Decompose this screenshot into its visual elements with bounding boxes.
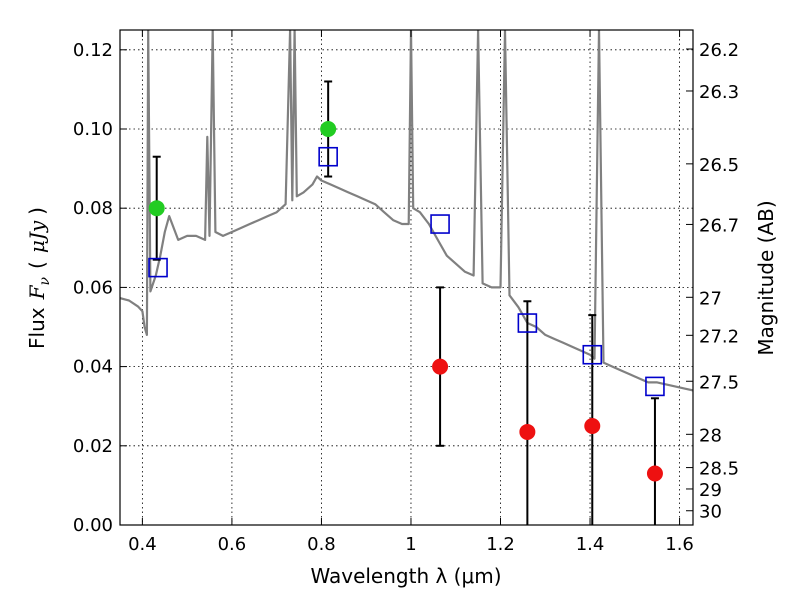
y-tick-label: 0.08 xyxy=(73,198,113,219)
model-photometry-square xyxy=(645,376,665,397)
x-tick-label: 1 xyxy=(405,534,416,555)
red-data-point xyxy=(519,423,536,440)
red-data-point xyxy=(432,358,449,375)
y-axis-label: FluxFν(μJy) xyxy=(25,207,53,349)
magnitude-tick-label: 26.5 xyxy=(699,155,739,176)
x-tick-label: 1.6 xyxy=(665,534,694,555)
magnitude-tick-label: 27 xyxy=(699,288,722,309)
model-photometry-square xyxy=(148,257,168,278)
y2-axis-label: Magnitude (AB) xyxy=(754,200,778,355)
x-tick-label: 0.6 xyxy=(218,534,247,555)
magnitude-tick-label: 27.2 xyxy=(699,326,739,347)
x-tick-label: 0.4 xyxy=(128,534,157,555)
model-photometry-square xyxy=(517,313,538,333)
model-photometry-square xyxy=(582,344,603,365)
y-tick-label: 0.02 xyxy=(73,436,113,457)
magnitude-tick-label: 27.5 xyxy=(699,372,739,393)
y-tick-label: 0.00 xyxy=(73,515,113,536)
magnitude-tick-label: 29 xyxy=(699,480,722,501)
axis-ticks: 0.4 0.6 0.8 1 1.2 1.4 1.6 0.00 0.02 0.04 0.06 0.08 0… xyxy=(73,30,739,555)
y-tick-label: 0.12 xyxy=(73,40,113,61)
green-data-point xyxy=(148,200,165,217)
y-tick-label: 0.06 xyxy=(73,277,113,298)
y-tick-label: 0.10 xyxy=(73,119,113,140)
y-tick-label: 0.04 xyxy=(73,357,113,378)
red-data-point xyxy=(584,418,601,434)
model-photometry-square xyxy=(318,146,338,167)
x-axis-label: Wavelength λ (μm) xyxy=(310,564,501,588)
plot-frame xyxy=(119,29,694,526)
magnitude-tick-label: 26.2 xyxy=(699,40,739,61)
model-photometry-square xyxy=(430,214,450,234)
green-data-point xyxy=(320,121,337,137)
x-tick-label: 1.2 xyxy=(486,534,515,555)
x-tick-label: 1.4 xyxy=(576,534,605,555)
magnitude-tick-label: 28 xyxy=(699,425,722,446)
magnitude-tick-label: 30 xyxy=(699,502,722,523)
data-markers xyxy=(148,121,665,482)
magnitude-tick-label: 26.7 xyxy=(699,215,739,236)
red-data-point xyxy=(646,465,663,482)
x-tick-label: 0.8 xyxy=(307,534,336,555)
magnitude-tick-label: 26.3 xyxy=(699,82,739,103)
magnitude-tick-label: 28.5 xyxy=(699,459,739,480)
